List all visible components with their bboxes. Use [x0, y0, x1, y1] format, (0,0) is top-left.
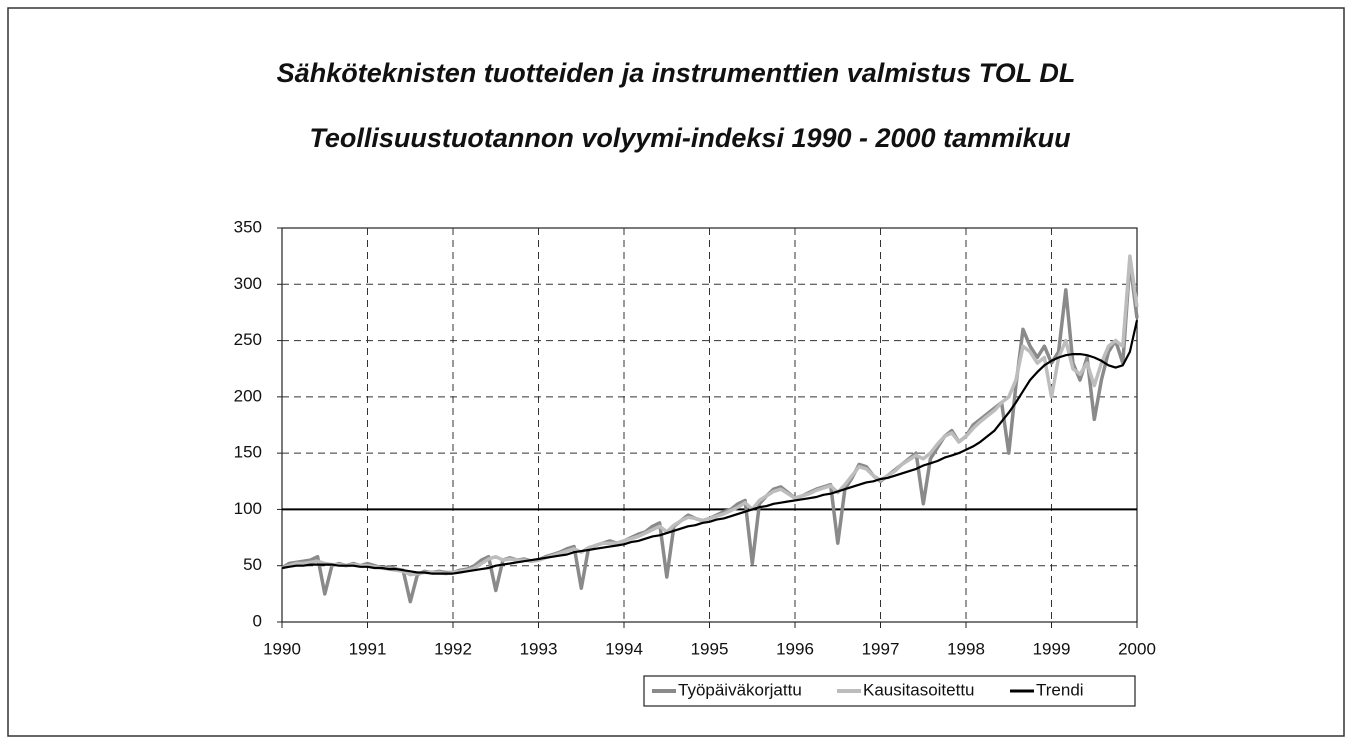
- x-tick-label: 1999: [1033, 639, 1071, 658]
- series-line: [281, 320, 1139, 575]
- x-tick-label: 1991: [349, 639, 387, 658]
- y-tick-label: 150: [234, 443, 262, 462]
- y-tick-label: 350: [234, 217, 262, 236]
- x-tick-label: 1995: [691, 639, 729, 658]
- legend-label: Trendi: [1036, 680, 1084, 699]
- legend-label: Työpäiväkorjattu: [678, 680, 802, 699]
- x-tick-label: 1997: [862, 639, 900, 658]
- x-tick-label: 1990: [263, 639, 301, 658]
- y-tick-label: 300: [234, 274, 262, 293]
- y-tick-label: 250: [234, 330, 262, 349]
- y-tick-label: 200: [234, 386, 262, 405]
- x-tick-label: 1994: [605, 639, 643, 658]
- x-tick-label: 1996: [776, 639, 814, 658]
- legend-label: Kausitasoitettu: [863, 680, 975, 699]
- x-tick-label: 1998: [947, 639, 985, 658]
- x-tick-label: 1992: [434, 639, 472, 658]
- x-tick-label: 1993: [520, 639, 558, 658]
- frame: [7, 7, 1345, 737]
- chart-title: Sähköteknisten tuotteiden ja instrumentt…: [277, 58, 1076, 88]
- chart-subtitle: Teollisuustuotannon volyymi-indeksi 1990…: [309, 123, 1071, 153]
- y-tick-label: 0: [253, 611, 262, 630]
- x-tick-label: 2000: [1118, 639, 1156, 658]
- y-tick-label: 100: [234, 499, 262, 518]
- y-tick-label: 50: [243, 555, 262, 574]
- legend-box: [643, 675, 1136, 707]
